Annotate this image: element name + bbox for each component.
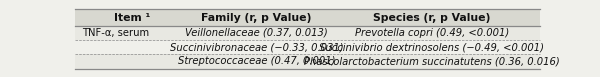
Text: Family (r, p Value): Family (r, p Value): [201, 13, 311, 23]
Text: TNF-α, serum: TNF-α, serum: [82, 28, 149, 38]
Text: Prevotella copri (0.49, <0.001): Prevotella copri (0.49, <0.001): [355, 28, 509, 38]
Text: Phascolarctobacterium succinatutens (0.36, 0.016): Phascolarctobacterium succinatutens (0.3…: [304, 56, 560, 66]
Text: Streptococcaceae (0.47, 0.001): Streptococcaceae (0.47, 0.001): [178, 56, 335, 66]
Text: Species (r, p Value): Species (r, p Value): [373, 13, 491, 23]
Bar: [75, 40, 540, 54]
Text: Succinivibronaceae (−0.33, 0.031): Succinivibronaceae (−0.33, 0.031): [170, 42, 343, 52]
Bar: [75, 9, 540, 26]
Text: Veillonellaceae (0.37, 0.013): Veillonellaceae (0.37, 0.013): [185, 28, 328, 38]
Bar: [75, 54, 540, 69]
Bar: [75, 26, 540, 40]
Text: Succinivibrio dextrinosolens (−0.49, <0.001): Succinivibrio dextrinosolens (−0.49, <0.…: [319, 42, 544, 52]
Text: Item ¹: Item ¹: [114, 13, 150, 23]
